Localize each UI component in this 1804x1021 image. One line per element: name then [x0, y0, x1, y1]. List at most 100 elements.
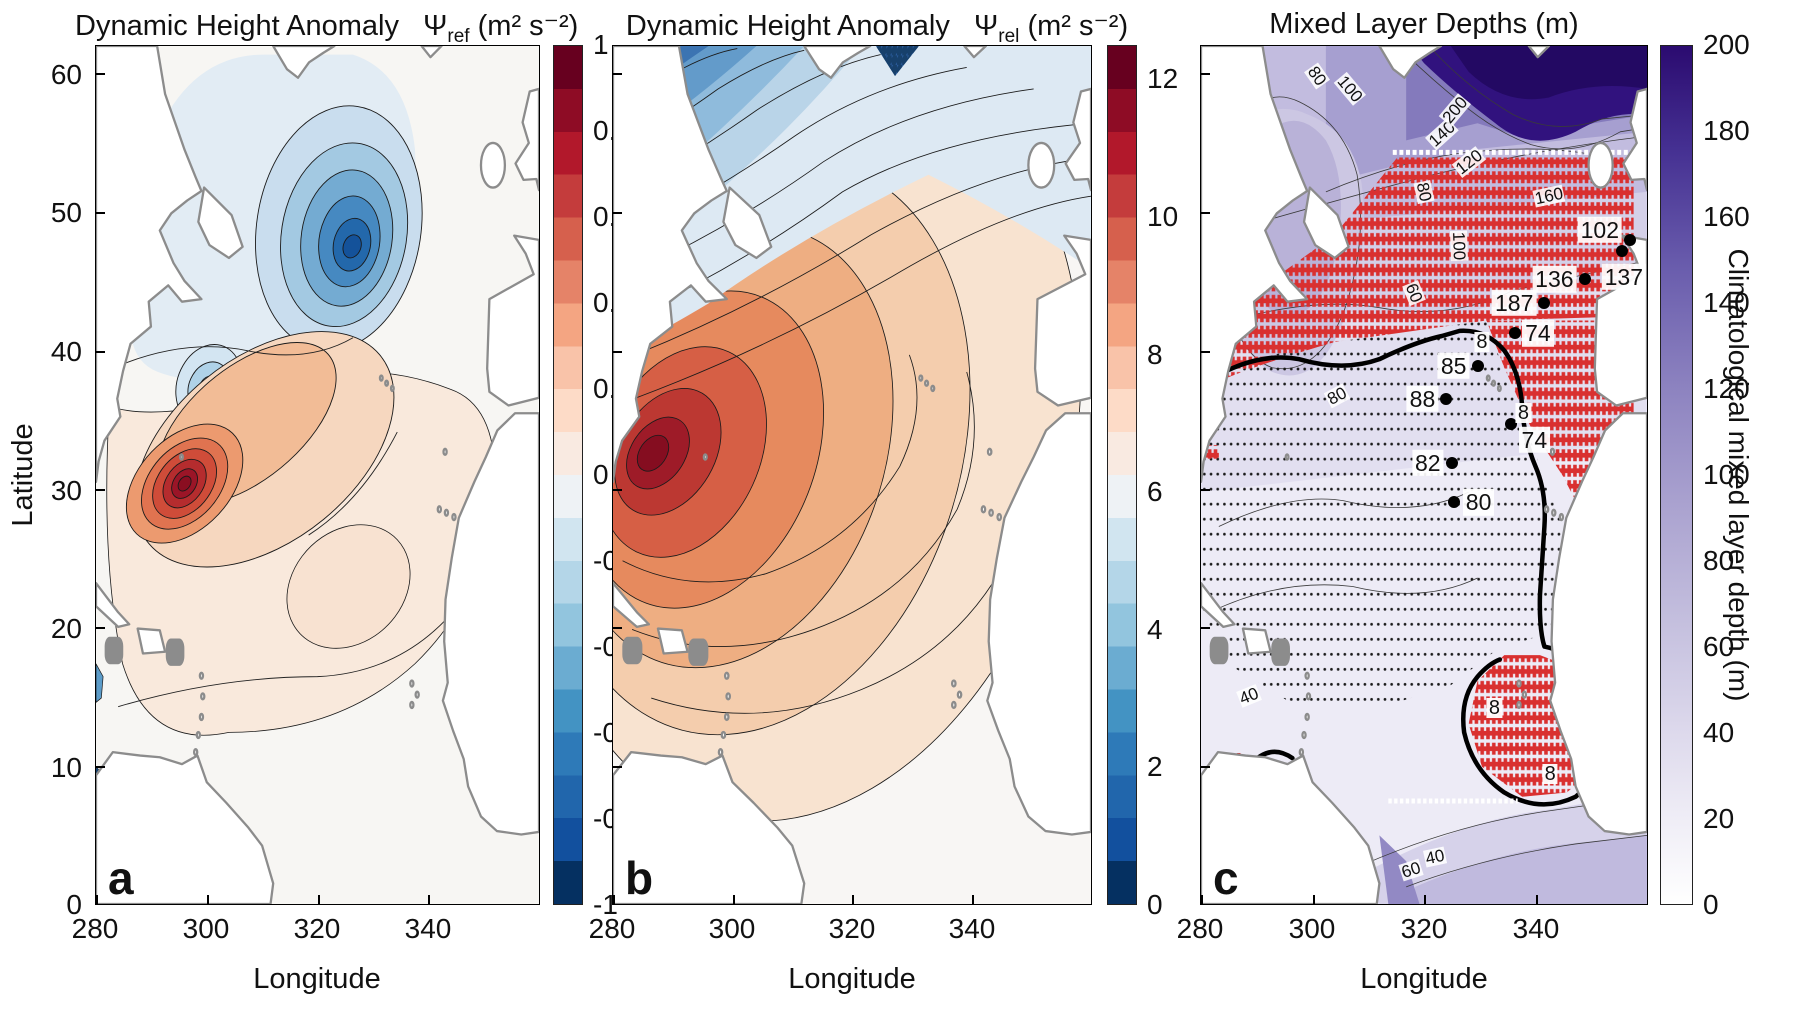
axis-tick: [96, 73, 105, 76]
cbar-b-tick: 0: [1147, 889, 1163, 920]
x-tick: 340: [1512, 913, 1560, 944]
axis-tick: [317, 895, 320, 904]
panel-b-title-text: Dynamic Height Anomaly: [625, 10, 950, 42]
x-tick: 300: [182, 913, 230, 944]
axis-tick: [732, 895, 735, 904]
panel-c-title-text: Mixed Layer Depths (m): [1269, 8, 1579, 40]
axis-tick: [1424, 895, 1426, 904]
x-tick: 320: [1400, 913, 1448, 944]
station-dot: [1624, 233, 1637, 246]
y-tick-30: 30: [50, 475, 82, 506]
cbar-b-tick: 2: [1147, 751, 1163, 782]
cbar-b-tick: 6: [1147, 476, 1163, 507]
x-axis-label-c: Longitude: [1360, 963, 1488, 995]
axis-tick: [1535, 895, 1538, 904]
axis-tick: [1312, 895, 1315, 904]
axis-tick: [613, 211, 622, 214]
axis-tick: [1201, 626, 1210, 629]
station-dot: [1508, 327, 1521, 340]
station-label: 137: [1601, 263, 1646, 291]
axis-tick: [428, 895, 431, 904]
cbar-b-tick: 8: [1147, 339, 1163, 370]
contour-map-a: a: [95, 45, 540, 905]
cbar-c-tick: 200: [1703, 29, 1750, 60]
contour-label: 100: [1448, 230, 1469, 262]
station-label: 187: [1492, 289, 1537, 316]
cbar-c-tick: 180: [1703, 115, 1750, 146]
cbar-c-tick: 160: [1703, 201, 1750, 232]
y-axis-label: Latitude: [7, 423, 40, 527]
contour-label-8: 8: [1486, 697, 1503, 720]
y-tick-50: 50: [50, 197, 82, 228]
contour-label: 40: [1423, 845, 1448, 869]
contour-label-8: 8: [1515, 402, 1532, 425]
x-tick: 340: [404, 913, 452, 944]
x-tick: 300: [708, 913, 756, 944]
map-c-canvas: [1201, 46, 1647, 904]
psi-symbol: Ψ: [974, 10, 999, 42]
axis-tick: [1201, 211, 1210, 214]
station-label: 88: [1406, 385, 1439, 412]
panel-letter-c: c: [1213, 852, 1239, 905]
station-dot: [1578, 273, 1591, 286]
panel-letter-a: a: [108, 852, 134, 905]
station-label: 74: [1522, 320, 1554, 347]
axis-tick: [852, 895, 854, 904]
contour-map-c: 102 137 136 187 74 85 88 74 82 80 80 100…: [1200, 45, 1648, 905]
y-tick-60: 60: [50, 59, 82, 90]
psi-subscript: ref: [447, 25, 470, 47]
colorbar-b: [1107, 45, 1137, 905]
axis-tick: [96, 626, 105, 629]
axis-tick: [96, 765, 105, 768]
subtropical-positive-anomaly: [120, 287, 406, 611]
x-tick: 320: [828, 913, 876, 944]
axis-tick: [96, 350, 105, 353]
axis-tick: [96, 211, 105, 214]
station-dot: [1440, 392, 1453, 405]
station-label: 136: [1532, 266, 1577, 293]
cbar-c-tick: 40: [1703, 717, 1735, 748]
axis-tick: [1201, 73, 1210, 76]
panel-c-title: Mixed Layer Depths (m): [1200, 8, 1648, 41]
axis-tick: [96, 488, 105, 491]
axis-tick: [1201, 350, 1210, 353]
x-tick: 280: [588, 913, 636, 944]
axis-tick: [206, 895, 209, 904]
axis-tick: [96, 895, 98, 904]
axis-tick: [971, 895, 974, 904]
axis-tick: [613, 73, 622, 76]
x-axis-label-b: Longitude: [788, 963, 916, 995]
colorbar-a: [553, 45, 583, 905]
station-dot: [1615, 245, 1628, 258]
station-label: 74: [1518, 426, 1551, 454]
axis-tick: [613, 765, 622, 768]
contour-label-8: 8: [1542, 762, 1558, 785]
x-tick: 320: [293, 913, 341, 944]
colorbar-c: [1660, 45, 1693, 905]
panel-a-title-text: Dynamic Height Anomaly: [75, 10, 399, 42]
panel-b-units: (m² s⁻²): [1027, 10, 1129, 42]
station-dot: [1538, 296, 1551, 309]
cbar-c-tick: 20: [1703, 803, 1735, 834]
axis-tick: [1201, 765, 1210, 768]
subpolar-negative-anomaly: [244, 77, 434, 380]
x-tick: 340: [948, 913, 996, 944]
cbar-b-tick: 12: [1147, 63, 1179, 94]
cbar-c-tick: 140: [1703, 287, 1750, 318]
cbar-a-tick: 0: [593, 459, 609, 490]
axis-tick: [1201, 488, 1210, 491]
map-a-canvas: [96, 46, 539, 904]
contour-label: 80: [1412, 179, 1436, 204]
colorbar-c-label: Climatological mixed layer depth (m): [1723, 248, 1754, 702]
contour-label-8: 8: [1474, 331, 1490, 353]
cbar-c-tick: 120: [1703, 373, 1750, 404]
axis-tick: [613, 350, 622, 353]
x-tick: 280: [1176, 913, 1224, 944]
panel-b-title: Dynamic Height Anomaly Ψrel (m² s⁻²): [612, 8, 1142, 48]
cbar-c-tick: 100: [1703, 459, 1750, 490]
station-dot: [1471, 360, 1484, 373]
y-tick-20: 20: [50, 613, 82, 644]
y-tick-40: 40: [50, 336, 82, 367]
station-label: 80: [1462, 489, 1495, 516]
